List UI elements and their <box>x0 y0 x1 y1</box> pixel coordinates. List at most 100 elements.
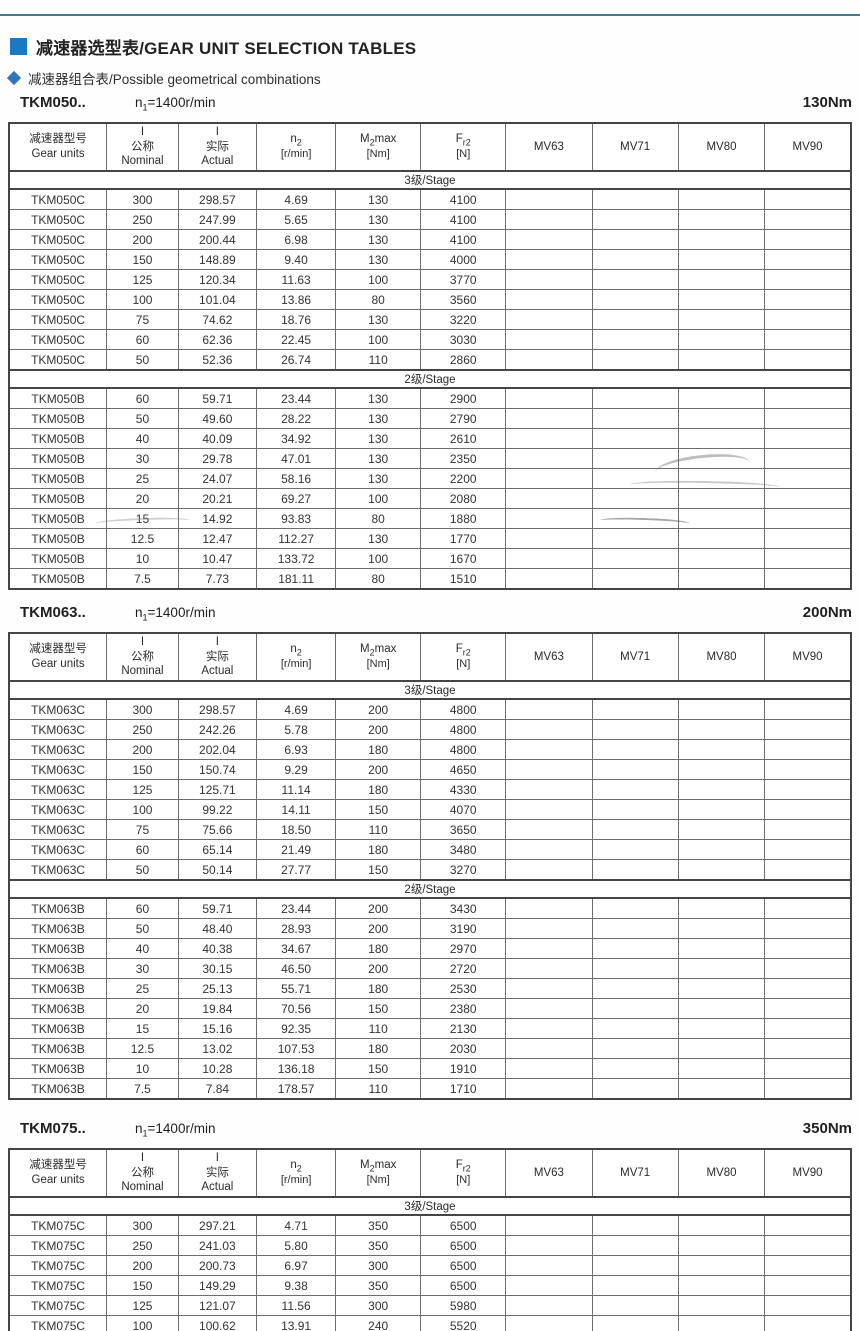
cell-gear-unit: TKM050C <box>8 209 108 230</box>
cell-mv63 <box>505 1018 593 1039</box>
cell-mv71 <box>591 349 679 371</box>
cell-ratio-actual: 298.57 <box>177 698 258 720</box>
cell-mv80 <box>677 819 766 840</box>
table-row: TKM050B 12.5 12.47 112.27 130 1770 <box>8 528 852 549</box>
gear-table-section-tkm075: TKM075.. n1=1400r/min 350Nm 减速器型号 Gear units… <box>8 1120 852 1331</box>
cell-ratio-nominal: 250 <box>106 1235 179 1256</box>
cell-output-speed: 181.11 <box>256 568 337 590</box>
cell-mv80 <box>677 739 766 760</box>
cell-mv80 <box>677 229 766 250</box>
table-row: TKM063C 75 75.66 18.50 110 3650 <box>8 819 852 840</box>
cell-ratio-actual: 99.22 <box>177 799 258 820</box>
cell-mv90 <box>764 839 852 860</box>
cell-mv90 <box>764 958 852 979</box>
cell-mv71 <box>591 488 679 509</box>
col-header-ratio-nominal: I 公称 Nominal <box>106 1148 179 1198</box>
cell-torque-max: 200 <box>335 918 422 939</box>
cell-mv80 <box>677 918 766 939</box>
cell-output-speed: 5.65 <box>256 209 337 230</box>
cell-ratio-actual: 241.03 <box>177 1235 258 1256</box>
cell-ratio-nominal: 50 <box>106 918 179 939</box>
cell-mv80 <box>677 1255 766 1276</box>
table-row: TKM075C 300 297.21 4.71 350 6500 <box>8 1214 852 1236</box>
cell-ratio-nominal: 150 <box>106 759 179 780</box>
stage-label: 3级/Stage <box>8 680 852 700</box>
cell-mv90 <box>764 859 852 881</box>
cell-gear-unit: TKM063C <box>8 719 108 740</box>
cell-mv63 <box>505 918 593 939</box>
cell-gear-unit: TKM050C <box>8 349 108 371</box>
cell-ratio-actual: 7.84 <box>177 1078 258 1100</box>
cell-radial-force: 6500 <box>420 1214 507 1236</box>
cell-mv63 <box>505 998 593 1019</box>
cell-mv63 <box>505 568 593 590</box>
cell-mv71 <box>591 387 679 409</box>
gear-selection-table: 减速器型号 Gear units I 公称 Nominal I 实际 Actual n2 [r/m… <box>8 1148 852 1331</box>
page-subtitle-row: 减速器组合表/Possible geometrical combinations <box>6 68 321 88</box>
cell-gear-unit: TKM063B <box>8 998 108 1019</box>
col-header-mv63: MV63 <box>505 1148 593 1198</box>
cell-gear-unit: TKM050B <box>8 568 108 590</box>
cell-radial-force: 2380 <box>420 998 507 1019</box>
cell-mv80 <box>677 958 766 979</box>
cell-mv71 <box>591 1078 679 1100</box>
cell-mv80 <box>677 978 766 999</box>
cell-radial-force: 2530 <box>420 978 507 999</box>
cell-mv63 <box>505 528 593 549</box>
model-code: TKM050.. <box>20 94 86 111</box>
cell-gear-unit: TKM075C <box>8 1315 108 1331</box>
col-header-mv80: MV80 <box>677 1148 766 1198</box>
cell-radial-force: 6500 <box>420 1255 507 1276</box>
cell-gear-unit: TKM050B <box>8 387 108 409</box>
cell-ratio-nominal: 300 <box>106 1214 179 1236</box>
col-header-mv90: MV90 <box>764 632 852 682</box>
cell-mv71 <box>591 719 679 740</box>
cell-mv80 <box>677 408 766 429</box>
cell-ratio-actual: 149.29 <box>177 1275 258 1296</box>
cell-ratio-actual: 30.15 <box>177 958 258 979</box>
cell-mv71 <box>591 998 679 1019</box>
cell-radial-force: 1710 <box>420 1078 507 1100</box>
cell-ratio-actual: 200.44 <box>177 229 258 250</box>
cell-ratio-nominal: 20 <box>106 998 179 1019</box>
col-header-output-speed: n2 [r/min] <box>256 1148 337 1198</box>
cell-torque-max: 110 <box>335 349 422 371</box>
gear-table-section-tkm050: TKM050.. n1=1400r/min 130Nm 减速器型号 Gear units… <box>8 94 852 590</box>
cell-ratio-nominal: 300 <box>106 698 179 720</box>
cell-ratio-nominal: 50 <box>106 408 179 429</box>
cell-mv63 <box>505 349 593 371</box>
cell-mv90 <box>764 408 852 429</box>
cell-gear-unit: TKM075C <box>8 1275 108 1296</box>
cell-mv90 <box>764 719 852 740</box>
gear-selection-table: 减速器型号 Gear units I 公称 Nominal I 实际 Actual n2 [r/m… <box>8 122 852 590</box>
cell-torque-max: 240 <box>335 1315 422 1331</box>
cell-radial-force: 2130 <box>420 1018 507 1039</box>
cell-mv80 <box>677 1038 766 1059</box>
cell-mv90 <box>764 329 852 350</box>
cell-mv63 <box>505 1235 593 1256</box>
cell-mv90 <box>764 819 852 840</box>
cell-ratio-nominal: 75 <box>106 819 179 840</box>
cell-torque-max: 300 <box>335 1295 422 1316</box>
col-header-ratio-actual: I 实际 Actual <box>177 632 258 682</box>
cell-mv71 <box>591 1275 679 1296</box>
cell-mv71 <box>591 698 679 720</box>
cell-mv80 <box>677 1018 766 1039</box>
cell-ratio-nominal: 200 <box>106 739 179 760</box>
cell-mv90 <box>764 1078 852 1100</box>
cell-ratio-nominal: 40 <box>106 428 179 449</box>
cell-output-speed: 18.76 <box>256 309 337 330</box>
cell-ratio-nominal: 60 <box>106 839 179 860</box>
model-code: TKM075.. <box>20 1120 86 1137</box>
cell-torque-max: 110 <box>335 819 422 840</box>
cell-mv80 <box>677 269 766 290</box>
cell-radial-force: 6500 <box>420 1235 507 1256</box>
cell-mv71 <box>591 249 679 270</box>
col-header-mv63: MV63 <box>505 632 593 682</box>
cell-mv63 <box>505 408 593 429</box>
cell-mv90 <box>764 387 852 409</box>
section-header: TKM050.. n1=1400r/min 130Nm <box>8 94 852 114</box>
cell-ratio-actual: 15.16 <box>177 1018 258 1039</box>
cell-radial-force: 3430 <box>420 897 507 919</box>
cell-mv90 <box>764 897 852 919</box>
